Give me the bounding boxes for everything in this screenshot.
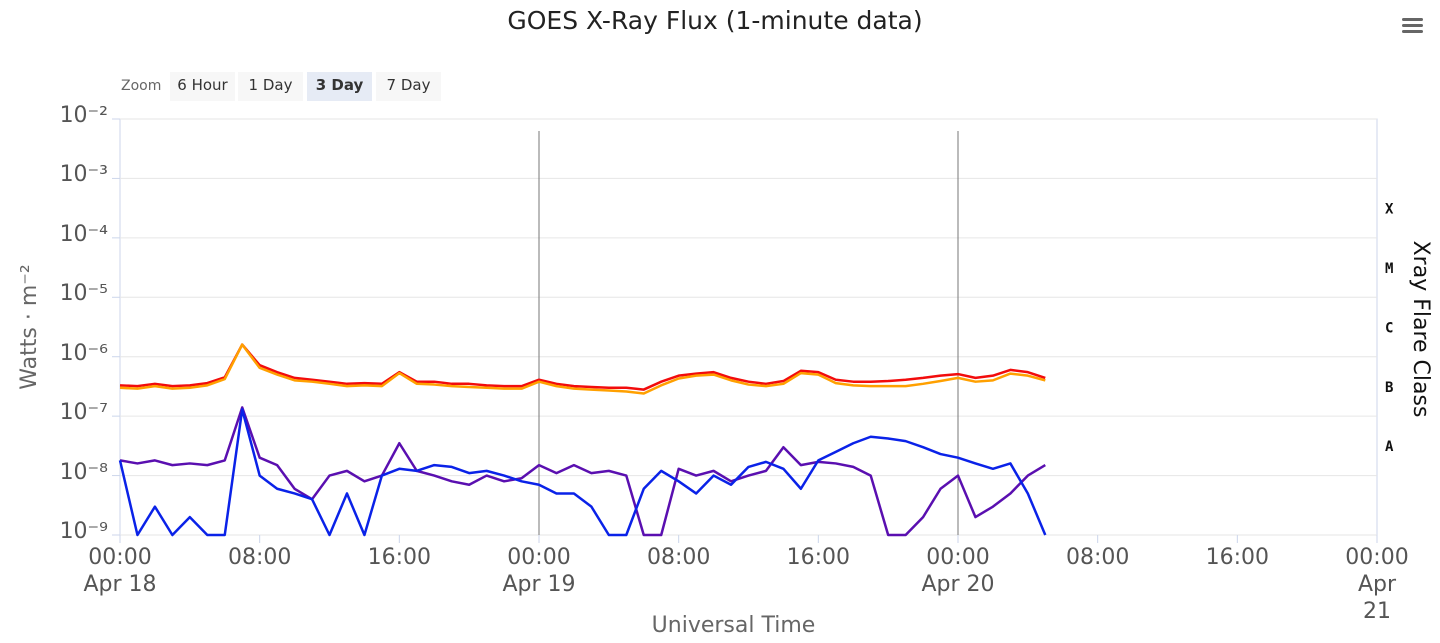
y-tick-label: 10⁻⁵ (59, 281, 108, 307)
menu-icon[interactable] (1402, 18, 1423, 33)
y-tick-label: 10⁻⁸ (59, 459, 108, 485)
menu-bar (1402, 30, 1423, 33)
y2-tick-label: C (1385, 320, 1393, 336)
zoom-label: Zoom (121, 78, 162, 94)
x-tick-label: 08:00 (1065, 545, 1130, 570)
x-tick-label: 16:00 (1205, 545, 1270, 570)
x-tick-label: 00:00 Apr 20 (921, 545, 995, 597)
y2-axis-title: Xray Flare Class (1408, 241, 1433, 418)
series-line (119, 343, 1046, 391)
y-tick-label: 10⁻² (59, 103, 108, 128)
y-tick-label: 10⁻⁴ (59, 221, 108, 247)
zoom-button[interactable]: 3 Day (307, 72, 372, 101)
zoom-button[interactable]: 1 Day (238, 72, 303, 101)
y-tick-label: 10⁻⁹ (59, 519, 108, 544)
x-tick-label: 00:00 Apr 18 (83, 545, 157, 597)
x-tick-label: 00:00 Apr 19 (502, 545, 576, 597)
y2-tick-label: A (1385, 439, 1394, 455)
series-line (118, 408, 1047, 537)
y-axis-title: Watts · m⁻² (17, 264, 42, 389)
menu-bar (1402, 24, 1423, 27)
zoom-button[interactable]: 7 Day (376, 72, 441, 101)
y2-tick-label: X (1385, 202, 1394, 218)
zoom-button[interactable]: 6 Hour (170, 72, 235, 101)
y2-tick-label: B (1385, 380, 1393, 396)
x-tick-label: 00:00 Apr 21 (1345, 545, 1409, 624)
y-tick-label: 10⁻³ (59, 162, 108, 188)
series-line (119, 406, 1046, 537)
menu-bar (1402, 18, 1423, 21)
x-axis-title: Universal Time (651, 613, 816, 638)
x-tick-label: 16:00 (367, 545, 432, 570)
chart-title: GOES X-Ray Flux (1-minute data) (507, 6, 923, 35)
x-tick-label: 16:00 (786, 545, 851, 570)
y-tick-label: 10⁻⁶ (59, 340, 108, 366)
y2-tick-label: M (1385, 261, 1393, 277)
plot-frame (119, 118, 1378, 536)
x-tick-label: 08:00 (646, 545, 711, 570)
y-tick-label: 10⁻⁷ (59, 400, 108, 426)
series-line (119, 343, 1046, 395)
x-tick-label: 08:00 (227, 545, 292, 570)
